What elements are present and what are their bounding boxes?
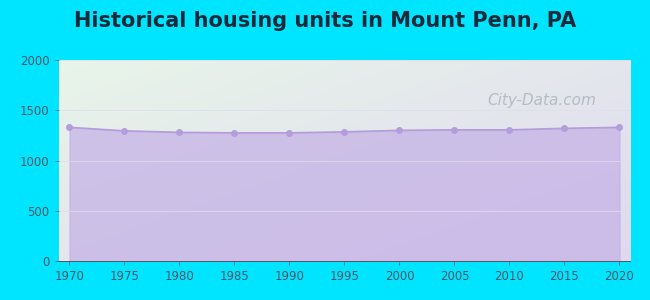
Text: Historical housing units in Mount Penn, PA: Historical housing units in Mount Penn, … <box>74 11 576 31</box>
Text: City-Data.com: City-Data.com <box>488 93 597 108</box>
